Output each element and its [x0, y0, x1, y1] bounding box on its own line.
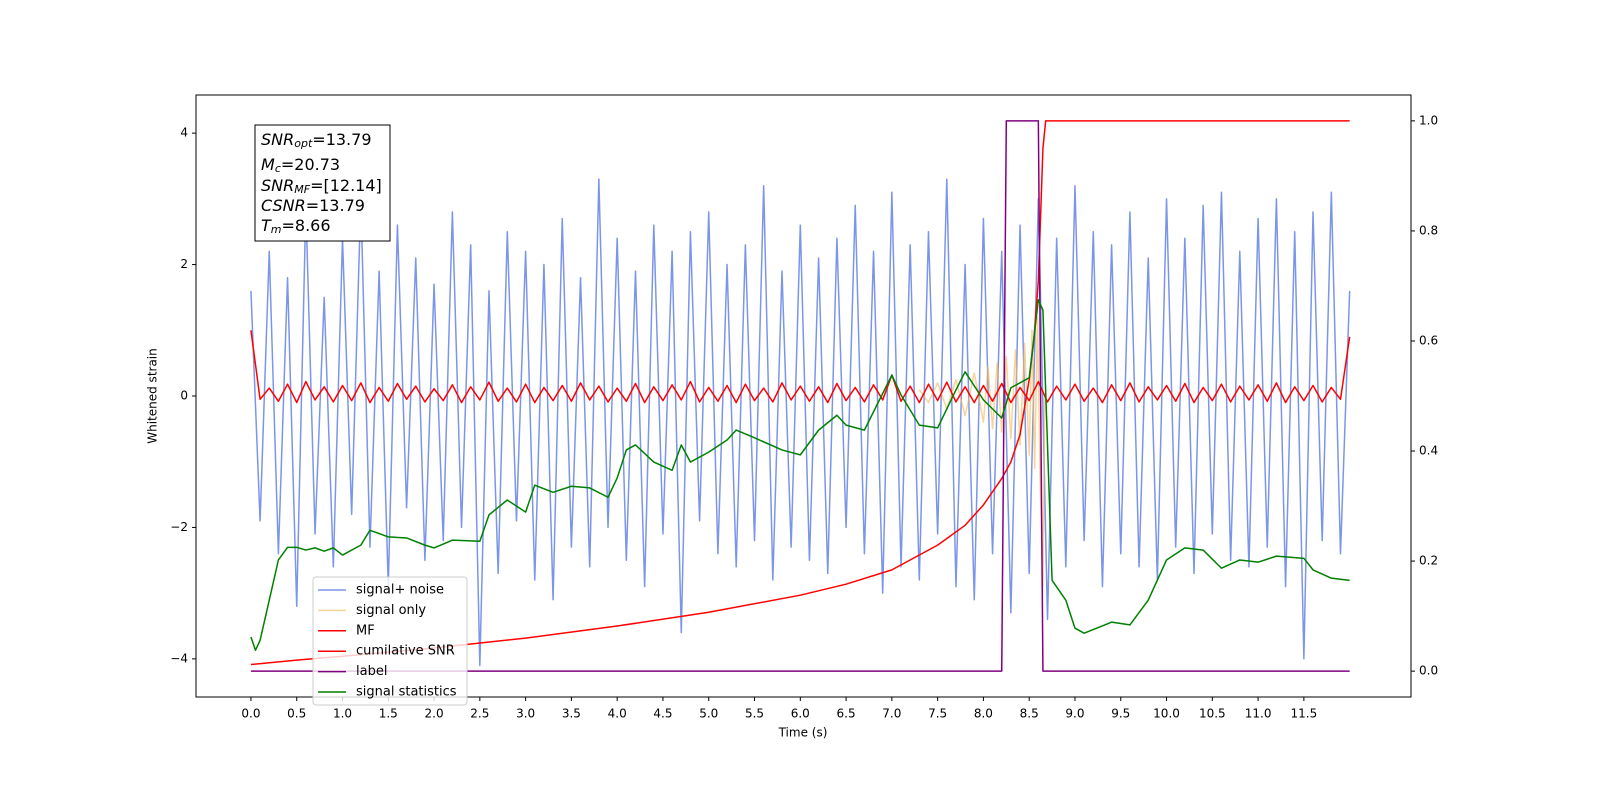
x-tick-label: 11.5	[1291, 707, 1318, 721]
y2-tick-label: 0.2	[1419, 554, 1438, 568]
annotation-line: Tm=8.66	[261, 216, 331, 237]
annotation-subscript: MF	[294, 183, 310, 196]
x-tick-label: 9.0	[1065, 707, 1084, 721]
x-tick-label: 7.0	[882, 707, 901, 721]
x-tick-label: 4.5	[653, 707, 672, 721]
annotation-subscript: m	[271, 223, 282, 236]
y-tick-label: 2	[180, 257, 188, 271]
legend-label: MF	[356, 623, 375, 638]
x-tick-label: 5.0	[699, 707, 718, 721]
x-tick-label: 1.0	[333, 707, 352, 721]
series-line	[250, 120, 1350, 666]
x-tick-label: 9.5	[1111, 707, 1130, 721]
annotation-line: Mc=20.73	[261, 155, 340, 176]
annotation-frame	[254, 124, 391, 242]
y2-tick-label: 0.0	[1419, 664, 1438, 678]
x-tick-label: 6.0	[791, 707, 810, 721]
annotation-box: SNRopt=13.79Mc=20.73SNRMF=[12.14]CSNR=13…	[254, 124, 391, 242]
y2-tick-label: 1.0	[1419, 113, 1438, 127]
x-axis-label: Time (s)	[778, 726, 828, 740]
x-tick-label: 1.5	[379, 707, 398, 721]
annotation-value: =13.79	[306, 196, 365, 215]
x-tick-label: 5.5	[745, 707, 764, 721]
x-tick-label: 0.5	[287, 707, 306, 721]
annotation-line: SNRopt=13.79	[261, 130, 372, 151]
x-tick-label: 4.0	[608, 707, 627, 721]
x-tick-label: 7.5	[928, 707, 947, 721]
annotation-symbol: T	[261, 216, 272, 235]
y-axis-label: Whitened strain	[146, 348, 160, 444]
annotation-value: =20.73	[281, 155, 340, 174]
y2-tick-label: 0.4	[1419, 444, 1438, 458]
legend: signal+ noise signal only MF cumilative SNR…	[312, 576, 468, 706]
series-line	[250, 330, 1351, 404]
x-tick-label: 2.0	[425, 707, 444, 721]
annotation-value: =13.79	[312, 130, 371, 149]
x-tick-label: 8.0	[974, 707, 993, 721]
series-line	[250, 120, 1350, 672]
y-tick-label: 0	[180, 389, 188, 403]
y2-tick-label: 0.6	[1419, 333, 1438, 347]
annotation-symbol: M	[261, 155, 275, 174]
series-line	[250, 178, 1351, 667]
legend-label: signal only	[356, 603, 426, 618]
annotation-subscript: opt	[294, 137, 313, 150]
legend-label: cumilative SNR	[356, 644, 455, 659]
x-tick-label: 2.5	[470, 707, 489, 721]
y2-tick-label: 0.8	[1419, 223, 1438, 237]
x-tick-label: 8.5	[1020, 707, 1039, 721]
x-tick-label: 3.5	[562, 707, 581, 721]
x-tick-label: 6.5	[837, 707, 856, 721]
x-tick-label: 0.0	[241, 707, 260, 721]
y-tick-label: 4	[180, 126, 188, 140]
y-tick-label: −2	[170, 520, 188, 534]
annotation-line: SNRMF=[12.14]	[261, 176, 382, 197]
y-tick-label: −4	[170, 651, 188, 665]
legend-frame	[312, 576, 468, 706]
plot-area	[250, 120, 1351, 672]
annotation-value: =[12.14]	[310, 176, 382, 195]
annotation-value: =8.66	[282, 216, 331, 235]
x-tick-label: 10.5	[1199, 707, 1226, 721]
series-line	[250, 298, 1350, 651]
annotation-symbol: SNR	[261, 176, 294, 195]
x-tick-label: 10.0	[1153, 707, 1180, 721]
annotation-symbol: CSNR	[261, 196, 306, 215]
x-tick-label: 11.0	[1245, 707, 1272, 721]
annotation-symbol: SNR	[261, 130, 294, 149]
legend-label: signal+ noise	[356, 583, 444, 598]
legend-label: label	[356, 664, 387, 679]
ticks: 0.0 0.5 1.0 1.5 2.0 2.5 3.0 3.5 4.0 4.5 5.0 5.5 6.0 6…	[170, 113, 1438, 720]
legend-label: signal statistics	[356, 685, 457, 700]
annotation-line: CSNR=13.79	[261, 196, 365, 215]
annotation-subscript: c	[275, 162, 281, 175]
x-tick-label: 3.0	[516, 707, 535, 721]
